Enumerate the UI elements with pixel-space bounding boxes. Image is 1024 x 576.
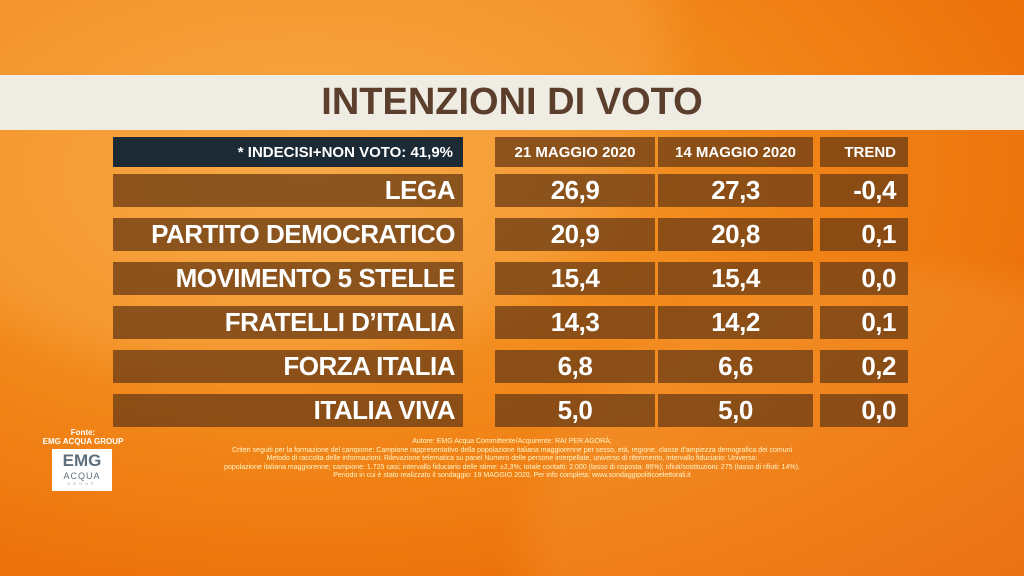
title-bar: INTENZIONI DI VOTO xyxy=(0,75,1024,130)
value-14-may: 14,2 xyxy=(711,307,760,337)
value-21-may-cell: 14,3 xyxy=(495,306,655,339)
party-label: MOVIMENTO 5 STELLE xyxy=(175,263,456,293)
col-header-21-may: 21 MAGGIO 2020 xyxy=(495,137,655,167)
value-14-may-cell: 6,6 xyxy=(658,350,813,383)
party-label: FRATELLI D’ITALIA xyxy=(224,307,456,337)
col-header-14-may: 14 MAGGIO 2020 xyxy=(658,137,813,167)
value-21-may-cell: 5,0 xyxy=(495,394,655,427)
trend-value-cell: 0,0 xyxy=(820,394,908,427)
value-14-may-cell: 14,2 xyxy=(658,306,813,339)
trend-value: 0,0 xyxy=(861,395,896,425)
col-header-trend: TREND xyxy=(820,137,908,167)
trend-value-cell: 0,2 xyxy=(820,350,908,383)
value-21-may: 15,4 xyxy=(550,263,600,293)
party-label-cell: FORZA ITALIA xyxy=(113,350,463,383)
footer-line: Criteri seguiti per la formazione del ca… xyxy=(231,446,793,454)
value-14-may-cell: 27,3 xyxy=(658,174,813,207)
value-14-may-cell: 20,8 xyxy=(658,218,813,251)
party-label: ITALIA VIVA xyxy=(313,395,456,425)
source-label-text: Fonte: xyxy=(70,428,96,437)
footer-line: popolazione italiana maggiorenne; campio… xyxy=(224,463,800,471)
trend-value: -0,4 xyxy=(853,175,896,205)
party-label-cell: LEGA xyxy=(113,174,463,207)
value-21-may-cell: 6,8 xyxy=(495,350,655,383)
party-label: LEGA xyxy=(384,175,456,205)
value-21-may-cell: 26,9 xyxy=(495,174,655,207)
col-header-text: TREND xyxy=(844,143,896,161)
footer-line: Autore: EMG Acqua Committente/Acquirente… xyxy=(412,438,612,445)
trend-value-cell: -0,4 xyxy=(820,174,908,207)
party-label-cell: FRATELLI D’ITALIA xyxy=(113,306,463,339)
undecided-note: * INDECISI+NON VOTO: 41,9% xyxy=(113,137,463,167)
footer-line: Periodo in cui è stato realizzato il son… xyxy=(333,472,691,479)
value-14-may-cell: 5,0 xyxy=(658,394,813,427)
footer-line: Metodo di raccolta delle informazioni: R… xyxy=(266,455,758,462)
trend-value: 0,0 xyxy=(861,263,896,293)
value-21-may: 20,9 xyxy=(550,219,600,249)
value-21-may: 26,9 xyxy=(550,175,600,205)
col-header-text: 21 MAGGIO 2020 xyxy=(514,143,636,161)
value-14-may: 27,3 xyxy=(711,175,760,205)
source-label: Fonte: EMG ACQUA GROUP xyxy=(30,428,136,446)
page-title: INTENZIONI DI VOTO xyxy=(321,81,703,123)
party-label: PARTITO DEMOCRATICO xyxy=(151,219,455,249)
trend-value: 0,2 xyxy=(861,351,896,381)
methodology-note: Autore: EMG Acqua Committente/Acquirente… xyxy=(150,438,874,481)
trend-value: 0,1 xyxy=(861,219,896,249)
value-14-may: 15,4 xyxy=(711,263,760,293)
value-21-may-cell: 15,4 xyxy=(495,262,655,295)
trend-value-cell: 0,1 xyxy=(820,306,908,339)
party-label-cell: PARTITO DEMOCRATICO xyxy=(113,218,463,251)
col-header-text: 14 MAGGIO 2020 xyxy=(675,143,796,161)
value-21-may: 14,3 xyxy=(550,307,600,337)
value-14-may: 20,8 xyxy=(711,219,760,249)
undecided-note-text: * INDECISI+NON VOTO: 41,9% xyxy=(237,143,453,161)
emg-logo: EMG ACQUA GROUP xyxy=(52,449,112,491)
party-label-cell: ITALIA VIVA xyxy=(113,394,463,427)
trend-value-cell: 0,0 xyxy=(820,262,908,295)
value-21-may-cell: 20,9 xyxy=(495,218,655,251)
value-21-may: 6,8 xyxy=(557,351,593,381)
value-14-may: 5,0 xyxy=(718,395,753,425)
party-label: FORZA ITALIA xyxy=(283,351,455,381)
source-name: EMG ACQUA GROUP xyxy=(42,437,124,446)
value-21-may: 5,0 xyxy=(557,395,593,425)
value-14-may-cell: 15,4 xyxy=(658,262,813,295)
party-label-cell: MOVIMENTO 5 STELLE xyxy=(113,262,463,295)
trend-value: 0,1 xyxy=(861,307,896,337)
trend-value-cell: 0,1 xyxy=(820,218,908,251)
value-14-may: 6,6 xyxy=(718,351,753,381)
